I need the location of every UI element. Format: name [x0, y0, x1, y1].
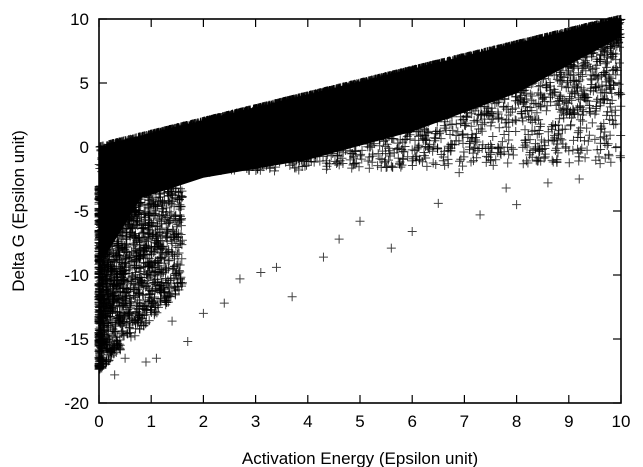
data-point [508, 150, 518, 160]
data-point [270, 135, 280, 145]
data-point [550, 145, 560, 155]
data-point [543, 127, 553, 137]
data-point [399, 147, 409, 157]
data-point [577, 143, 587, 153]
data-point [510, 115, 520, 125]
data-point [460, 121, 470, 131]
data-point [523, 158, 533, 168]
data-point [573, 128, 583, 138]
data-point [312, 151, 322, 161]
data-point [117, 158, 127, 168]
data-point [494, 144, 504, 154]
data-point [574, 152, 584, 162]
data-point [587, 118, 597, 128]
data-point [407, 160, 417, 170]
data-point [471, 128, 481, 138]
data-point [311, 127, 321, 137]
data-point [605, 130, 615, 140]
data-point [564, 158, 574, 168]
data-point [578, 116, 588, 126]
data-point [615, 88, 625, 98]
data-point [585, 108, 595, 118]
data-point [431, 133, 441, 143]
data-point [495, 148, 505, 158]
data-point [602, 140, 612, 150]
data-point [534, 82, 544, 92]
data-point [466, 157, 476, 167]
data-point [499, 130, 509, 140]
data-point [562, 68, 572, 78]
data-point [606, 157, 616, 167]
data-point [497, 137, 507, 147]
data-point [553, 148, 563, 158]
data-point [472, 115, 482, 125]
data-point [597, 94, 607, 104]
data-point [548, 157, 558, 167]
data-point [504, 135, 514, 145]
data-point [552, 156, 562, 166]
data-point [554, 126, 564, 136]
dense-point-region [99, 19, 621, 263]
data-point [560, 124, 570, 134]
data-point [541, 106, 551, 116]
data-point [263, 156, 273, 166]
data-point [576, 69, 586, 79]
data-point [490, 99, 500, 109]
data-point [595, 54, 605, 64]
data-point [424, 116, 434, 126]
data-point [525, 67, 535, 77]
data-point [535, 121, 545, 131]
data-point [440, 160, 450, 170]
data-point [439, 121, 449, 131]
data-point [575, 115, 585, 125]
data-point [454, 136, 464, 146]
data-point [322, 150, 332, 160]
data-point [387, 117, 397, 127]
data-point [447, 112, 457, 122]
data-point [566, 120, 576, 130]
data-point [193, 152, 203, 162]
data-point [503, 158, 513, 168]
data-point [290, 163, 300, 173]
data-point [575, 95, 585, 105]
data-point [511, 126, 521, 136]
data-point [584, 130, 594, 140]
data-point [486, 156, 496, 166]
data-point [364, 152, 374, 162]
data-point [511, 88, 521, 98]
data-point [486, 140, 496, 150]
data-point [363, 156, 373, 166]
data-point [536, 102, 546, 112]
data-point [614, 90, 624, 100]
data-point [373, 161, 383, 171]
data-point [554, 114, 564, 124]
data-points [94, 14, 626, 380]
data-point [476, 124, 486, 134]
data-point [431, 160, 441, 170]
data-point [458, 161, 468, 171]
data-point [488, 131, 498, 141]
data-point [131, 162, 141, 172]
data-point [582, 145, 592, 155]
data-point [142, 157, 152, 167]
data-point [571, 82, 581, 92]
data-point [543, 71, 553, 81]
data-point [486, 68, 496, 78]
data-point [212, 149, 222, 159]
data-point [494, 123, 504, 133]
data-point [386, 161, 396, 171]
data-point [606, 73, 616, 83]
data-point [438, 152, 448, 162]
data-point [609, 120, 619, 130]
